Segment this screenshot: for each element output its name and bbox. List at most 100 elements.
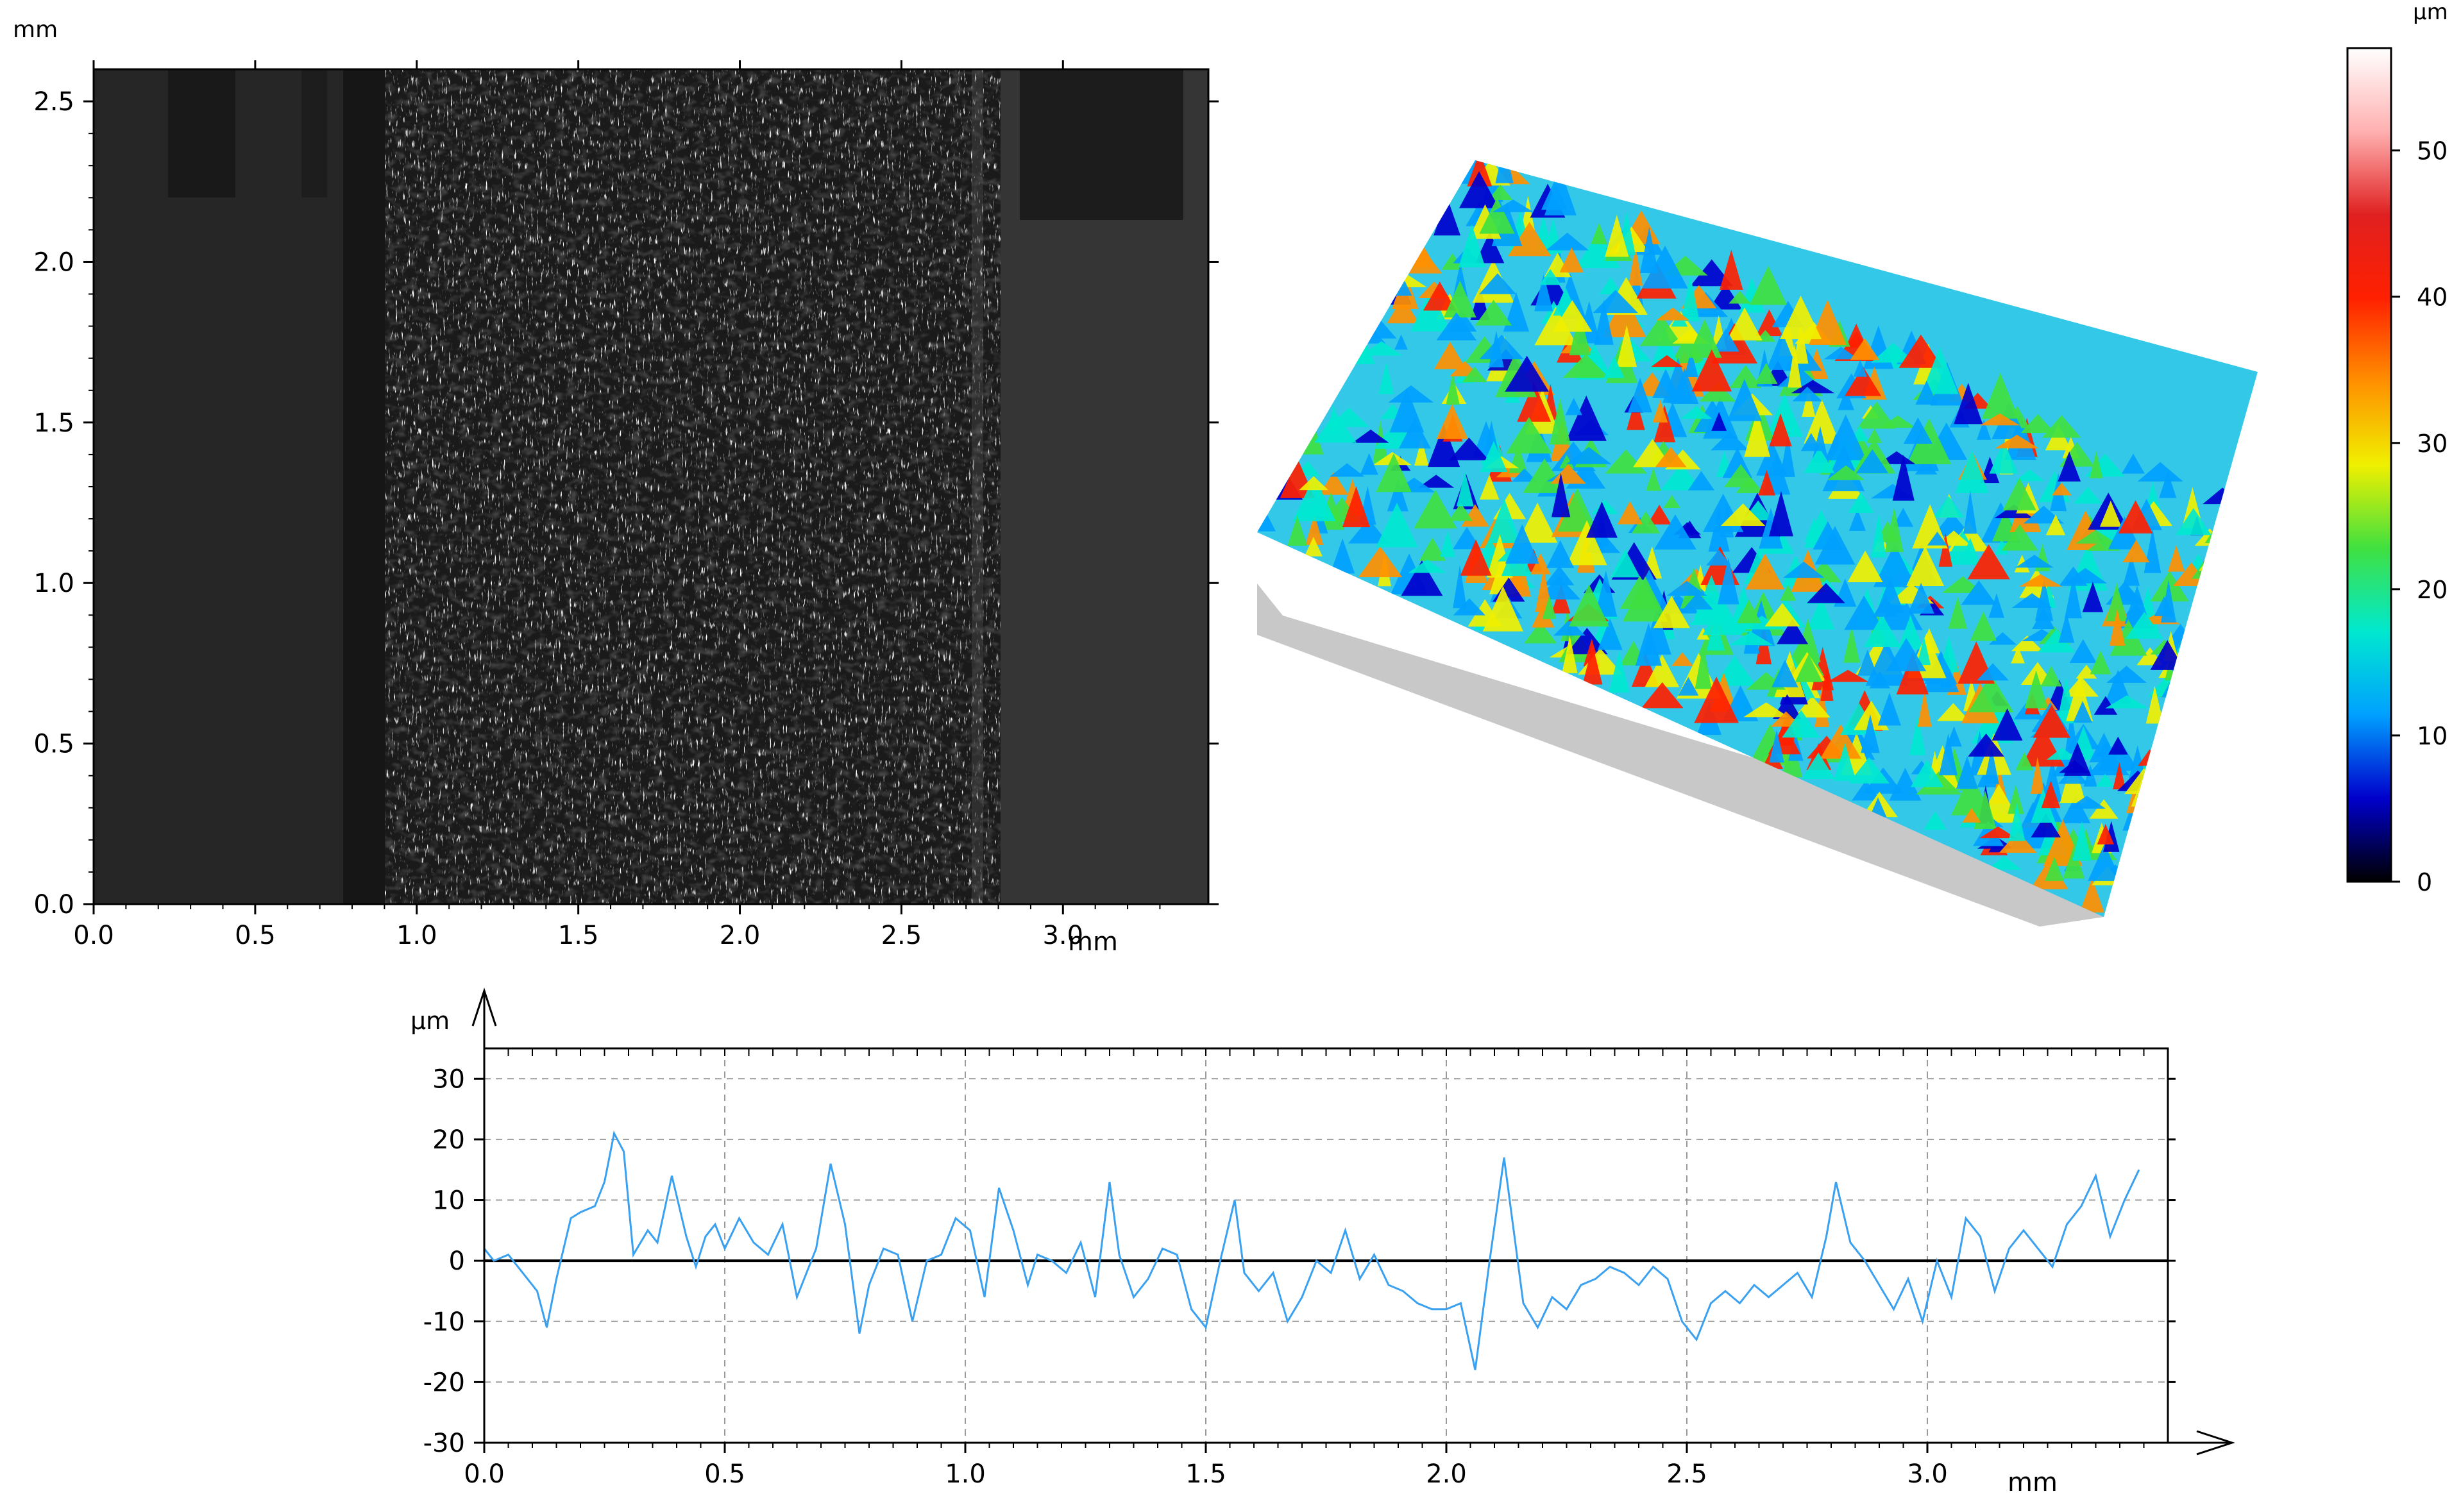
surface-peak: [1804, 399, 1840, 444]
surface-peak: [1892, 455, 1915, 501]
surface-peak: [2233, 611, 2257, 634]
surface-peak: [1680, 406, 1713, 419]
chart-x-tick-label: 0.0: [464, 1459, 505, 1489]
surface-peak: [1652, 369, 1679, 398]
surface-peak: [2097, 823, 2114, 844]
chart-y-tick-label: 20: [432, 1125, 465, 1155]
surface-peak: [2015, 752, 2034, 771]
image-x-tick-label: 0.5: [235, 921, 276, 950]
surface-peak: [1792, 387, 1823, 401]
surface-peak: [1970, 611, 1997, 641]
surface-peak: [1989, 441, 2018, 474]
image-y-tick-label: 2.0: [33, 248, 74, 277]
surface-peak: [1534, 307, 1577, 346]
surface-peak: [2202, 591, 2247, 628]
surface-peak: [1866, 428, 1882, 443]
surface-peak: [1559, 455, 1575, 469]
surface-peak: [1517, 382, 1552, 422]
surface-peak: [1857, 401, 1897, 429]
surface-peak: [1963, 490, 1977, 534]
surface-peak: [1856, 449, 1889, 474]
surface-peak: [1616, 325, 1637, 367]
surface-peak: [1342, 486, 1371, 528]
surface-peak: [2019, 574, 2063, 587]
surface-peak: [1915, 380, 1938, 405]
surface-peak: [2075, 530, 2117, 544]
surface-peak: [2233, 559, 2258, 598]
surface-peak: [1838, 389, 1855, 410]
surface-peak: [1506, 417, 1552, 454]
surface-peak: [2002, 478, 2036, 510]
surface-peak: [1479, 197, 1515, 234]
surface-peak: [2167, 694, 2199, 735]
surface-peak: [2061, 795, 2091, 823]
image-x-tick-label: 1.0: [396, 921, 437, 950]
surface-peak: [2267, 515, 2310, 553]
surface-peak: [1893, 507, 1914, 527]
surface-peak: [1982, 373, 2019, 419]
surface-peak: [2249, 582, 2258, 626]
surface-peak: [2257, 566, 2258, 603]
surface-peak: [1712, 328, 1739, 352]
surface-peak: [1304, 537, 1323, 557]
surface-peak: [1906, 546, 1945, 586]
surface-peak: [2088, 843, 2122, 881]
surface-peak: [1903, 417, 1932, 444]
surface-peak: [2034, 578, 2054, 621]
surface-peak: [1736, 600, 1761, 624]
surface-peak: [2189, 705, 2207, 731]
surface-peak: [2169, 720, 2195, 739]
surface-peak: [2011, 592, 2052, 608]
chart-y-label: µm: [410, 1007, 450, 1035]
x-axis-arrowhead: [2196, 1430, 2235, 1456]
surface-peak: [2045, 514, 2066, 535]
surface-peak: [1327, 404, 1340, 433]
surface-peak: [1844, 595, 1884, 630]
surface-peak: [1988, 632, 2017, 645]
surface-peak: [1802, 752, 1835, 780]
surface-peak: [1994, 504, 2034, 519]
surface-peak: [1986, 856, 2022, 870]
surface-peak: [1487, 184, 1513, 200]
surface-peak: [2108, 736, 2128, 755]
surface-peak: [1647, 505, 1671, 525]
surface-peak: [1847, 550, 1883, 583]
surface-peak: [1566, 520, 1607, 566]
surface-peak: [2024, 670, 2048, 709]
surface-peak: [1459, 171, 1500, 208]
surface-peak: [1851, 780, 1881, 801]
surface-peak: [2058, 612, 2075, 643]
surface-peak: [1898, 615, 1924, 650]
surface-peak: [1687, 319, 1722, 358]
surface-peak: [1456, 471, 1474, 507]
surface-peak: [1360, 341, 1403, 356]
surface-peak: [1449, 437, 1489, 460]
surface-peak: [1876, 576, 1904, 613]
surface-peak: [1653, 514, 1696, 550]
surface-peak: [1542, 595, 1557, 619]
surface-peak: [1610, 549, 1641, 578]
surface-peak: [1921, 347, 1959, 394]
surface-peak: [1779, 295, 1822, 339]
left-region: [94, 69, 373, 904]
surface-peak: [1569, 584, 1609, 627]
colorbar: µm 0 10 20 30 40 50: [2346, 0, 2448, 896]
surface-peak: [1804, 517, 1824, 542]
surface-peak: [1927, 532, 1948, 546]
band-edge: [972, 69, 983, 904]
surface-peak: [1861, 714, 1880, 753]
surface-base-side: [1257, 584, 2110, 927]
colorbar-ticks: 0 10 20 30 40 50: [2391, 137, 2448, 896]
surface-peak: [1977, 663, 2009, 681]
surface-peak: [1995, 435, 2039, 449]
chart-frame: [483, 1047, 2169, 1444]
image-y-tick-label: 1.5: [33, 408, 74, 438]
surface-peak: [1820, 724, 1862, 759]
surface-peak: [1910, 759, 1944, 787]
surface-peak: [2118, 500, 2153, 533]
surface-peak: [1566, 628, 1608, 655]
colorbar-tick-label: 20: [2417, 576, 2448, 604]
y-axis-arrowhead: [471, 987, 497, 1027]
surface-peak: [1992, 510, 2019, 542]
surface-peak: [2260, 619, 2278, 636]
